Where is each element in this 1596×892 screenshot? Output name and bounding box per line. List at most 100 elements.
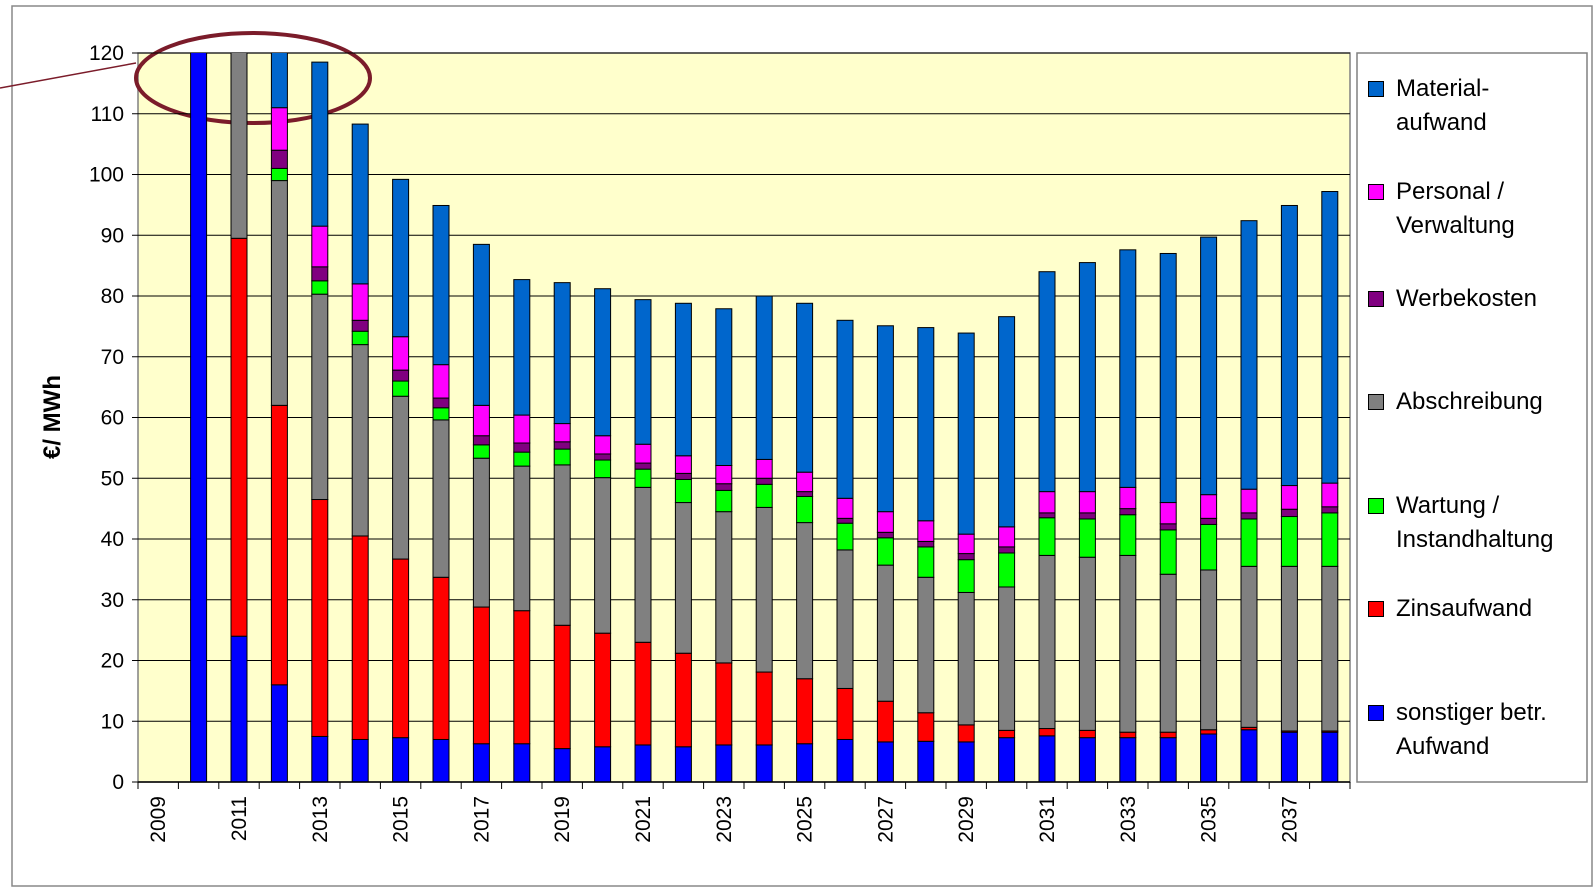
x-tick-label: 2029 (955, 796, 978, 843)
bar-segment (1038, 554, 1056, 730)
bar-segment (755, 483, 773, 508)
legend-swatch (1368, 498, 1384, 514)
bar-segment (1159, 523, 1177, 531)
bar-segment (513, 451, 531, 467)
y-tick-label: 100 (89, 164, 124, 187)
bar-segment (755, 295, 773, 460)
bar-segment (1078, 491, 1096, 514)
bar-segment (1038, 271, 1056, 493)
bar-segment (634, 744, 652, 782)
bar-segment (715, 483, 733, 491)
bar-segment (715, 308, 733, 466)
bar-segment (674, 472, 692, 480)
bar-segment (715, 662, 733, 746)
bar-segment (1078, 262, 1096, 493)
bar-segment (917, 740, 935, 782)
bar-segment (311, 280, 329, 295)
bar-segment (836, 738, 854, 782)
legend-label: Personal / Verwaltung (1396, 178, 1515, 239)
bar-segment (836, 517, 854, 524)
bar-segment (472, 457, 490, 608)
bar-segment (998, 552, 1016, 588)
y-tick-label: 120 (89, 42, 124, 65)
bar-segment (998, 737, 1016, 782)
bar-segment (998, 316, 1016, 528)
bar-segment (432, 738, 450, 782)
bar-segment (472, 435, 490, 446)
bar-segment (876, 325, 894, 513)
legend-swatch (1368, 81, 1384, 97)
bar-segment (513, 610, 531, 745)
bar-segment (472, 444, 490, 459)
y-tick-label: 110 (91, 103, 124, 126)
bar-segment (432, 576, 450, 740)
bar-segment (1321, 731, 1339, 782)
bar-segment (594, 453, 612, 461)
bar-segment (1200, 733, 1218, 782)
bar-segment (553, 748, 571, 782)
x-tick-label: 2035 (1198, 796, 1221, 843)
bar-segment (270, 53, 288, 109)
bar-segment (836, 497, 854, 519)
bar-segment (230, 237, 248, 637)
bar-segment (674, 502, 692, 654)
bar-segment (1159, 502, 1177, 525)
bar-segment (594, 477, 612, 634)
bar-segment (594, 746, 612, 782)
bar-segment (594, 459, 612, 479)
x-tick-label: 2025 (794, 796, 817, 843)
bar-segment (1240, 518, 1258, 567)
bar-segment (351, 330, 369, 346)
x-tick-label: 2017 (470, 796, 493, 843)
bar-segment (513, 743, 531, 782)
x-tick-label: 2009 (147, 796, 170, 843)
bar-segment (1119, 514, 1137, 556)
bar-segment (836, 319, 854, 499)
bar-segment (190, 53, 208, 782)
bar-segment (392, 558, 410, 739)
bar-segment (1119, 731, 1137, 739)
bar-segment (351, 344, 369, 537)
y-tick-label: 70 (101, 346, 124, 369)
bar-segment (876, 564, 894, 702)
bar-segment (876, 537, 894, 566)
chart-frame (11, 5, 1593, 887)
bar-segment (957, 553, 975, 561)
bar-segment (634, 486, 652, 643)
bar-segment (998, 586, 1016, 731)
bar-segment (634, 462, 652, 470)
bar-segment (755, 744, 773, 782)
legend-label: Material- aufwand (1396, 75, 1490, 136)
bar-segment (1280, 516, 1298, 567)
bar-segment (796, 491, 814, 497)
y-tick-label: 90 (101, 224, 124, 247)
bar-segment (1078, 729, 1096, 739)
bar-segment (311, 293, 329, 501)
bar-segment (270, 404, 288, 686)
x-tick-label: 2021 (632, 796, 655, 843)
bar-segment (674, 652, 692, 748)
bar-segment (432, 204, 450, 366)
legend-label: Wartung / Instandhaltung (1396, 492, 1554, 553)
bar-segment (1038, 735, 1056, 782)
bar-segment (1280, 485, 1298, 510)
bar-segment (594, 632, 612, 748)
bar-segment (1119, 508, 1137, 516)
bar-segment (755, 477, 773, 485)
bar-segment (1280, 204, 1298, 487)
bar-segment (513, 442, 531, 453)
bar-segment (1200, 729, 1218, 735)
bar-segment (957, 533, 975, 555)
bar-segment (432, 397, 450, 409)
highlight-ellipse (134, 31, 372, 125)
bar-segment (998, 729, 1016, 739)
bar-segment (1038, 512, 1056, 519)
bar-segment (553, 423, 571, 443)
bar-segment (1159, 573, 1177, 733)
bar-segment (472, 243, 490, 406)
legend-swatch (1368, 601, 1384, 617)
bar-segment (796, 743, 814, 782)
x-tick-label: 2013 (309, 796, 332, 843)
bar-segment (1280, 565, 1298, 732)
bar-segment (876, 700, 894, 743)
